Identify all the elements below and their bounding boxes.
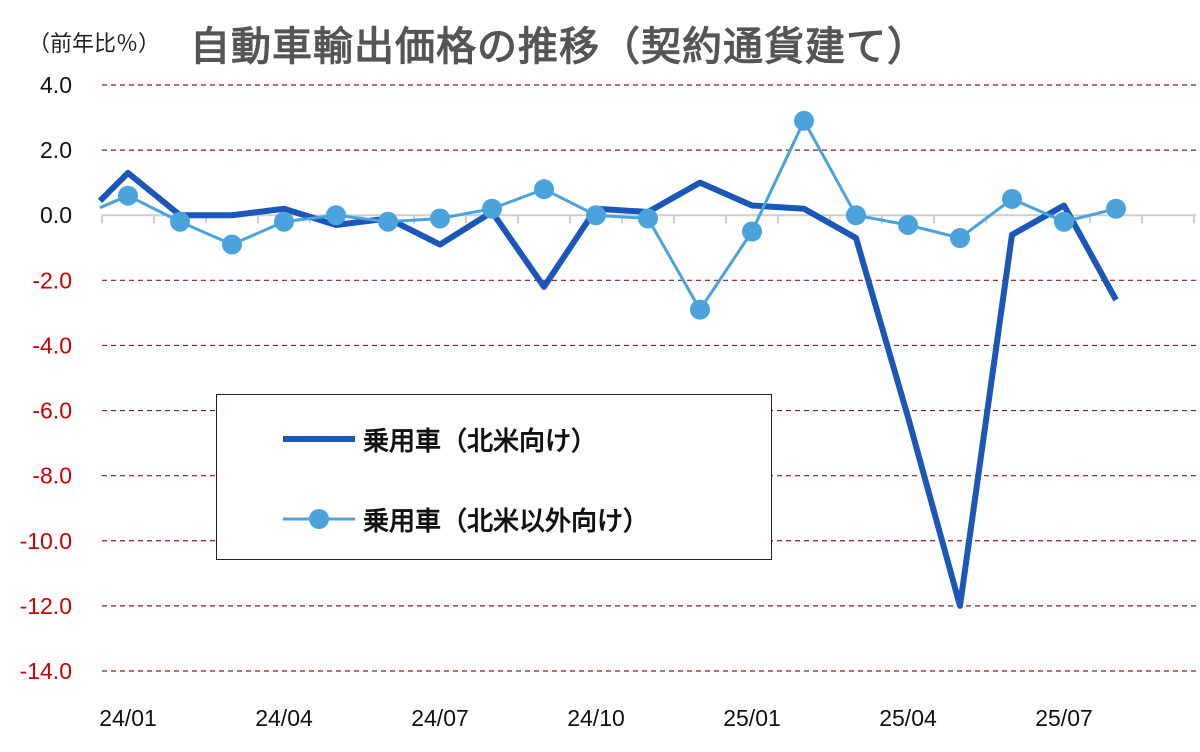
series-2-point [1106, 198, 1126, 219]
y-axis: 4.0 2.0 0.0 -2.0 -4.0 -6.0 -8.0 -10.0 -12.0 -14.0 [20, 72, 72, 684]
series-2-point [846, 205, 866, 226]
series-2-point [898, 214, 918, 235]
legend-label-series2: 乗用車（北米以外向け） [363, 506, 650, 537]
series-2-point [690, 299, 710, 320]
series-2-point [222, 234, 242, 255]
y-tick-label: -8.0 [32, 463, 72, 489]
series-2-point [950, 228, 970, 249]
series-2-point [534, 179, 554, 200]
series-2-point [274, 211, 294, 232]
x-tick-label: 24/01 [99, 705, 157, 731]
legend-label-series1: 乗用車（北米向け） [363, 426, 598, 457]
series-2-point [118, 185, 138, 206]
series-2-point [586, 205, 606, 226]
series-2-point [794, 110, 814, 131]
series-2-point [378, 211, 398, 232]
y-tick-label: -2.0 [32, 267, 72, 293]
y-tick-label: -6.0 [32, 398, 72, 424]
y-tick-label: 0.0 [40, 202, 72, 228]
x-tick-label: 24/10 [567, 705, 625, 731]
series-layer [97, 110, 1126, 609]
gridlines [102, 84, 1196, 672]
legend-marker-line-icon [283, 509, 355, 529]
series-2-point [1054, 211, 1074, 232]
x-tick-label: 24/07 [411, 705, 469, 731]
series-2-point [638, 208, 658, 229]
x-tick-label: 25/07 [1035, 705, 1093, 731]
x-tick-label: 25/01 [723, 705, 781, 731]
legend: 乗用車（北米向け） 乗用車（北米以外向け） [216, 394, 772, 560]
legend-line-icon [283, 436, 355, 442]
series-2-point [742, 221, 762, 242]
series-2-point [1002, 188, 1022, 209]
series-2-point [326, 205, 346, 226]
y-tick-label: -4.0 [32, 332, 72, 358]
chart-title: 自動車輸出価格の推移（契約通貨建て） [190, 24, 928, 70]
x-tick-label: 25/04 [879, 705, 937, 731]
y-axis-unit: （前年比％） [28, 32, 161, 57]
series-2-point [430, 208, 450, 229]
series-2-point [170, 211, 190, 232]
y-tick-label: 2.0 [40, 137, 72, 163]
y-tick-label: 4.0 [40, 72, 72, 98]
y-tick-label: -14.0 [20, 658, 72, 684]
series-2-point [482, 198, 502, 219]
y-tick-label: -12.0 [20, 593, 72, 619]
y-tick-label: -10.0 [20, 528, 72, 554]
x-tick-label: 24/04 [255, 705, 313, 731]
